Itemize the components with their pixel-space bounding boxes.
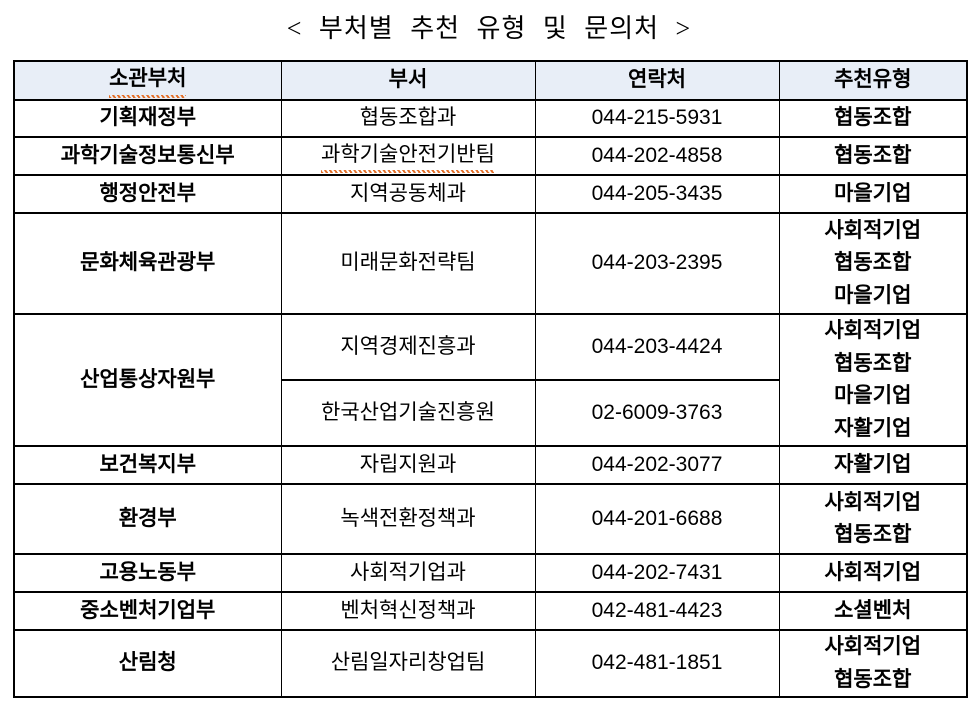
table-row: 산림청 산림일자리창업팀 042-481-1851 사회적기업 협동조합: [13, 629, 968, 699]
cell-dept: 산림일자리창업팀: [280, 629, 536, 699]
cell-phone: 044-215-5931: [534, 99, 780, 138]
cell-ministry: 고용노동부: [13, 553, 282, 594]
cell-types: 협동조합: [778, 136, 968, 176]
table-row: 고용노동부 사회적기업과 044-202-7431 사회적기업: [13, 553, 968, 594]
cell-types: 사회적기업 협동조합 마을기업: [778, 212, 968, 315]
column-header-dept: 부서: [280, 60, 536, 101]
cell-ministry: 중소벤처기업부: [13, 591, 282, 632]
cell-ministry: 환경부: [13, 483, 282, 556]
spellcheck-underline: 소관부처: [109, 63, 187, 98]
cell-dept: 지역공동체과: [280, 174, 536, 214]
cell-dept: 과학기술안전기반팀: [280, 136, 536, 176]
spellcheck-underline: 과학기술안전기반팀: [321, 139, 495, 173]
table-row: 기획재정부 협동조합과 044-215-5931 협동조합: [13, 99, 968, 138]
cell-dept: 지역경제진흥과: [280, 312, 536, 382]
cell-phone: 044-202-7431: [534, 553, 780, 594]
cell-dept: 자립지원과: [280, 445, 536, 486]
page-title: < 부처별 추천 유형 및 문의처 >: [286, 14, 692, 43]
table-row: 문화체육관광부 미래문화전략팀 044-203-2395 사회적기업 협동조합 …: [13, 212, 968, 315]
cell-ministry: 산업통상자원부: [13, 312, 282, 448]
table-row: 환경부 녹색전환정책과 044-201-6688 사회적기업 협동조합: [13, 483, 968, 556]
cell-types: 사회적기업 협동조합: [778, 629, 968, 699]
cell-ministry: 문화체육관광부: [13, 212, 282, 315]
table-row: 중소벤처기업부 벤처혁신정책과 042-481-4423 소셜벤처: [13, 591, 968, 632]
cell-types: 마을기업: [778, 174, 968, 214]
cell-phone: 044-203-2395: [534, 212, 780, 315]
cell-types: 사회적기업 협동조합 마을기업 자활기업: [778, 312, 968, 448]
cell-phone: 044-205-3435: [534, 174, 780, 214]
cell-phone: 044-202-4858: [534, 136, 780, 176]
cell-types: 소셜벤처: [778, 591, 968, 632]
cell-dept: 사회적기업과: [280, 553, 536, 594]
column-header-phone: 연락처: [534, 60, 780, 101]
cell-dept: 미래문화전략팀: [280, 212, 536, 315]
cell-dept: 녹색전환정책과: [280, 483, 536, 556]
table-row: 과학기술정보통신부 과학기술안전기반팀 044-202-4858 협동조합: [13, 136, 968, 176]
cell-types: 자활기업: [778, 445, 968, 486]
cell-dept: 협동조합과: [280, 99, 536, 138]
cell-ministry: 산림청: [13, 629, 282, 699]
column-header-ministry: 소관부처: [13, 60, 282, 101]
cell-phone: 044-202-3077: [534, 445, 780, 486]
cell-ministry: 보건복지부: [13, 445, 282, 486]
table-row: 한국산업기술진흥원 02-6009-3763: [14, 379, 967, 448]
cell-ministry: 과학기술정보통신부: [13, 136, 282, 176]
cell-dept: 벤처혁신정책과: [280, 591, 536, 632]
cell-types: 사회적기업: [778, 553, 968, 594]
cell-phone: 042-481-4423: [534, 591, 780, 632]
cell-ministry: 기획재정부: [13, 99, 282, 138]
cell-ministry: 행정안전부: [13, 174, 282, 214]
cell-phone: 044-201-6688: [534, 483, 780, 556]
cell-dept: 한국산업기술진흥원: [280, 379, 536, 448]
table-row: 산업통상자원부 지역경제진흥과 044-203-4424 사회적기업 협동조합 …: [13, 312, 968, 448]
header-row: 소관부처 부서 연락처 추천유형: [13, 60, 968, 101]
cell-types: 사회적기업 협동조합: [778, 483, 968, 556]
cell-phone: 02-6009-3763: [534, 379, 780, 448]
table-row: 행정안전부 지역공동체과 044-205-3435 마을기업: [13, 174, 968, 214]
cell-phone: 044-203-4424: [534, 312, 780, 382]
table-row: 보건복지부 자립지원과 044-202-3077 자활기업: [13, 445, 968, 486]
ministry-contact-table: 소관부처 부서 연락처 추천유형 기획재정부 협동조합과 044-215-593…: [13, 60, 968, 699]
cell-phone: 042-481-1851: [534, 629, 780, 699]
cell-types: 협동조합: [778, 99, 968, 138]
column-header-types: 추천유형: [778, 60, 968, 101]
